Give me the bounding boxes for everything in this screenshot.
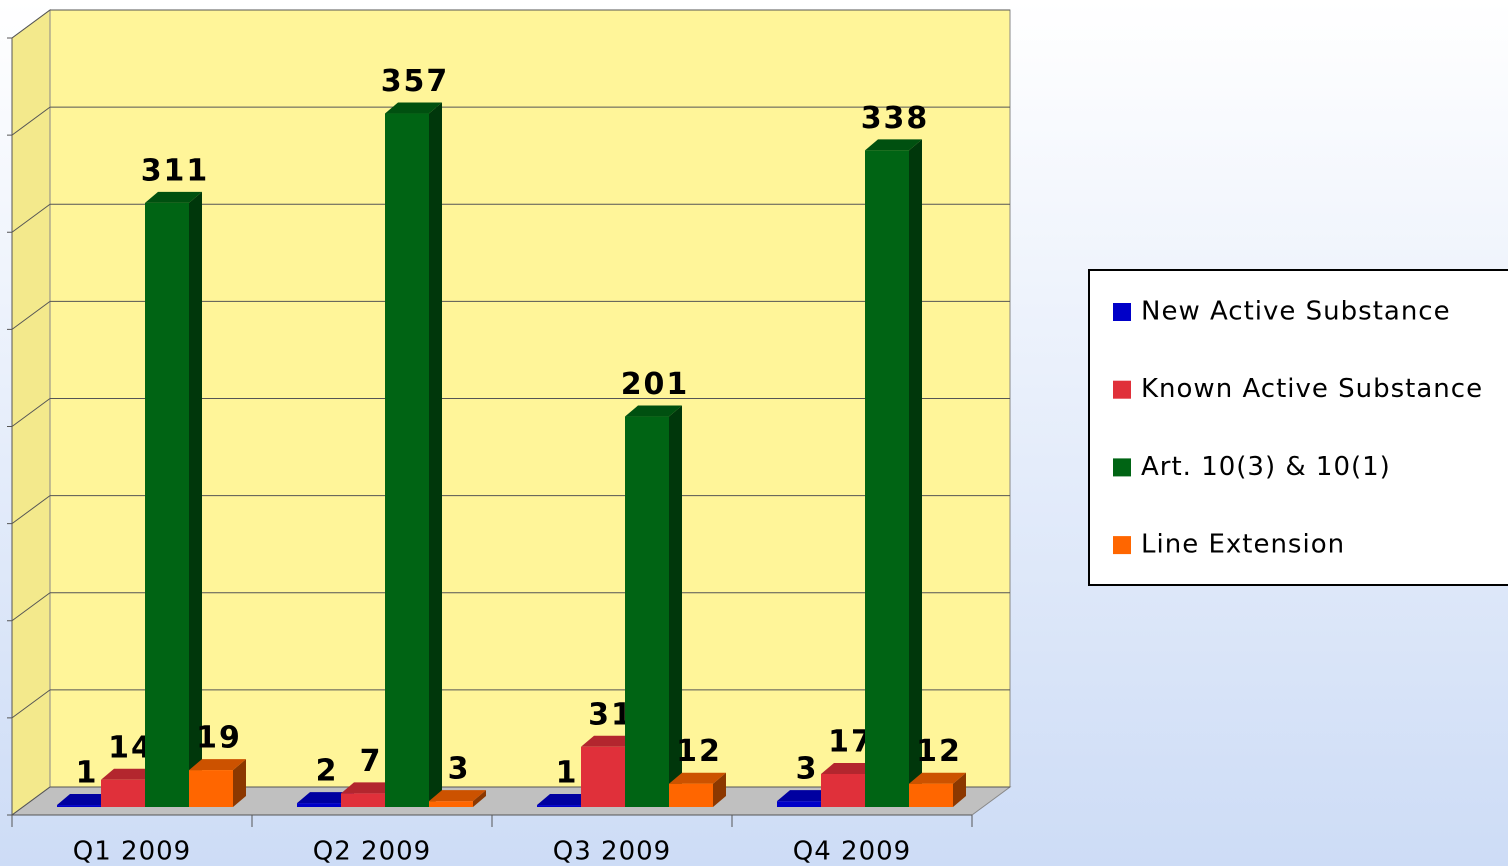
data-label: 17 xyxy=(828,724,874,759)
bar xyxy=(189,759,246,807)
bar-top xyxy=(909,772,966,784)
bar-side xyxy=(669,405,682,807)
bar xyxy=(669,772,726,807)
grid-line xyxy=(11,495,51,525)
bar-front xyxy=(625,416,669,807)
plot: Q1 2009 1 14 311 19 Q2 2009 2 7 357 3 Q3 2009 1 31 20… xyxy=(7,9,1010,866)
bar-front xyxy=(777,801,821,807)
data-label: 357 xyxy=(381,64,450,99)
bar-side xyxy=(953,772,966,807)
legend-label: Line Extension xyxy=(1141,530,1345,560)
bar-side xyxy=(189,191,202,807)
x-tick-label: Q4 2009 xyxy=(793,837,911,866)
grid-line xyxy=(11,300,51,330)
bar xyxy=(145,191,202,807)
bar-side xyxy=(429,102,442,808)
legend-swatch xyxy=(1113,458,1131,477)
bar-top xyxy=(865,139,922,151)
grid-line xyxy=(11,689,51,719)
data-label: 12 xyxy=(916,734,962,769)
bar-front xyxy=(57,805,101,807)
bar-top xyxy=(777,790,834,802)
legend-swatch xyxy=(1113,536,1131,555)
bar xyxy=(385,102,442,808)
bar-side xyxy=(233,759,246,807)
legend: New Active Substance Known Active Substan… xyxy=(1113,297,1483,560)
legend-label: Art. 10(3) & 10(1) xyxy=(1141,452,1391,482)
grid-line xyxy=(11,9,51,39)
data-label: 31 xyxy=(588,697,634,732)
bar-top xyxy=(297,792,354,804)
data-label: 3 xyxy=(448,752,471,787)
bar-top xyxy=(341,782,398,794)
bar-front xyxy=(429,801,473,807)
bar xyxy=(865,139,922,807)
legend-label: Known Active Substance xyxy=(1141,374,1483,404)
bar xyxy=(429,790,486,807)
bar-front xyxy=(821,773,865,807)
data-label: 14 xyxy=(108,730,154,765)
data-label: 7 xyxy=(360,744,383,779)
bar xyxy=(625,405,682,807)
legend-label: New Active Substance xyxy=(1141,297,1451,327)
legend-swatch xyxy=(1113,303,1131,321)
x-tick-label: Q2 2009 xyxy=(313,837,431,866)
bar-top xyxy=(625,405,682,417)
bar-front xyxy=(669,783,713,807)
bar-front xyxy=(145,202,189,807)
bar-front xyxy=(385,113,429,808)
bar-top xyxy=(385,102,442,114)
bar-front xyxy=(581,746,625,807)
data-label: 201 xyxy=(621,367,690,402)
legend-box xyxy=(1088,269,1508,586)
bar-top xyxy=(189,759,246,771)
grid-line xyxy=(11,786,51,816)
bar-side xyxy=(473,790,486,807)
data-label: 311 xyxy=(141,153,210,188)
bar-front xyxy=(101,779,145,807)
data-label: 3 xyxy=(796,752,819,787)
bar-front xyxy=(297,803,341,807)
bar-front xyxy=(865,150,909,807)
bar-front xyxy=(341,793,385,807)
data-label: 1 xyxy=(76,756,99,791)
bar-top xyxy=(821,762,878,774)
data-label: 338 xyxy=(861,101,930,136)
bar-side xyxy=(713,772,726,807)
bar-top xyxy=(581,735,638,747)
data-label: 12 xyxy=(676,734,722,769)
bar-front xyxy=(909,783,953,807)
bar-top xyxy=(101,768,158,780)
bar-top xyxy=(57,794,114,806)
grid-line xyxy=(11,106,51,136)
data-label: 19 xyxy=(196,721,242,756)
grid-line xyxy=(11,398,51,427)
data-label: 1 xyxy=(556,756,579,791)
legend-swatch xyxy=(1113,380,1131,399)
bar-top xyxy=(145,191,202,203)
x-tick-label: Q1 2009 xyxy=(73,837,191,866)
bar-front xyxy=(189,770,233,807)
grid-line xyxy=(11,592,51,622)
bar xyxy=(909,772,966,807)
bar-top xyxy=(537,794,594,806)
bar-side xyxy=(909,139,922,807)
bar-front xyxy=(537,805,581,807)
data-label: 2 xyxy=(316,754,339,789)
grid-line xyxy=(11,203,51,233)
bar-top xyxy=(429,790,486,802)
bar-top xyxy=(669,772,726,784)
x-tick-label: Q3 2009 xyxy=(553,837,671,866)
